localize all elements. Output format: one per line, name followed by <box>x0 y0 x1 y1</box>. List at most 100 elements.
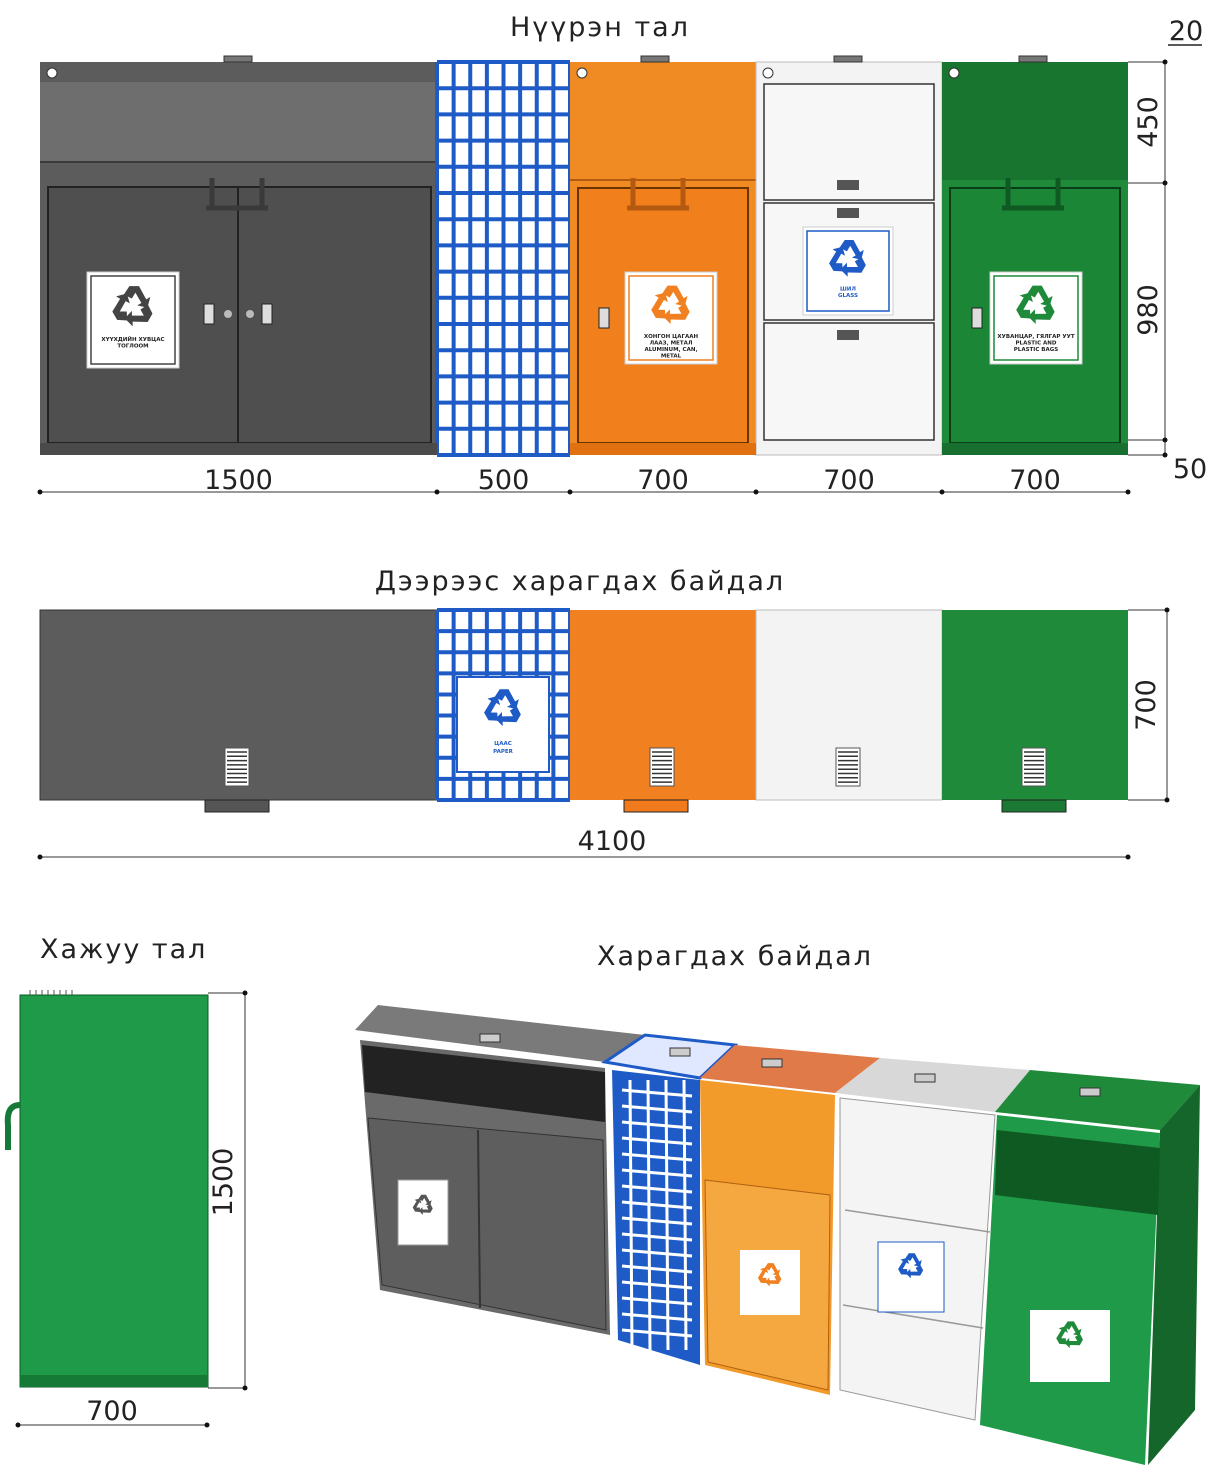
sticker <box>877 1241 945 1313</box>
lock <box>971 307 983 329</box>
label: 700 <box>637 465 689 496</box>
drawer <box>763 322 935 441</box>
grid-bar <box>621 1152 693 1162</box>
lid-handle <box>1001 799 1067 813</box>
base <box>40 443 437 455</box>
recycle-icon <box>898 1253 924 1279</box>
recycle-arrow <box>495 706 521 727</box>
dim-dot <box>1164 607 1170 613</box>
grid-bar <box>621 1168 693 1178</box>
recycle-icon <box>484 689 521 727</box>
label: ХОНГОН ЦАГААН <box>644 334 699 340</box>
recycle-arrow <box>839 239 864 260</box>
dim-dot <box>1162 437 1168 443</box>
label: 700 <box>1009 465 1061 496</box>
hinge <box>479 1033 501 1043</box>
label: 700 <box>823 465 875 496</box>
label: 700 <box>1131 679 1162 731</box>
hole <box>762 67 774 79</box>
recycle-arrow <box>757 1267 769 1284</box>
label: 500 <box>478 465 530 496</box>
door-handle <box>206 178 268 211</box>
vent <box>1021 747 1047 787</box>
dim-dot <box>204 1422 210 1428</box>
recycle-arrow <box>764 1263 781 1276</box>
recycle-arrow <box>112 293 130 321</box>
door-handle <box>627 178 689 211</box>
recycle-icon <box>1016 285 1055 325</box>
label: ЛААЗ, МЕТАЛ <box>650 341 693 347</box>
grid-bar <box>646 1079 652 1351</box>
recycle-arrow <box>840 256 866 277</box>
label: Дээрээс харагдах байдал <box>375 566 785 597</box>
hinge <box>669 1047 691 1057</box>
dim-dot <box>1162 180 1168 186</box>
label: ШИЛ <box>840 286 856 292</box>
dim-dot <box>242 1385 248 1391</box>
recycle-arrow <box>829 246 846 272</box>
label: PAPER <box>493 749 514 755</box>
recycle-icon <box>829 239 866 277</box>
sticker-frame <box>806 230 890 312</box>
dim-dot <box>15 1422 21 1428</box>
label: PLASTIC BAGS <box>1014 347 1058 353</box>
recycle-arrow <box>898 1257 910 1275</box>
grid-bar <box>621 1136 693 1146</box>
recycle-arrow <box>663 303 690 325</box>
hinge <box>761 1058 783 1068</box>
hopper-opening <box>362 1045 605 1122</box>
recycle-icon <box>412 1194 433 1215</box>
lock <box>261 303 273 325</box>
top-face <box>700 1045 880 1093</box>
recycle-arrow <box>662 285 688 307</box>
door-handle <box>1002 178 1064 211</box>
drawer-handle <box>837 330 859 340</box>
top-face <box>835 1058 1030 1112</box>
label: Харагдах байдал <box>597 941 873 972</box>
sticker-frame <box>90 275 176 365</box>
hinge <box>640 55 670 63</box>
label: 4100 <box>578 826 647 857</box>
label: ALUMINUM, CAN, <box>644 347 697 353</box>
recycle-arrow <box>412 1198 422 1212</box>
dim-dot <box>1162 452 1168 458</box>
label: ЦААС <box>494 741 512 747</box>
grid-bar <box>628 1079 634 1351</box>
recycle-arrow <box>651 292 668 319</box>
top-face <box>995 1070 1200 1130</box>
hinge <box>914 1073 936 1083</box>
dim-dot <box>1162 59 1168 65</box>
grid-bar <box>621 1312 693 1322</box>
label: 1500 <box>208 1148 239 1217</box>
grid-bar <box>621 1264 693 1274</box>
recycle-arrow <box>124 304 153 327</box>
recycle-arrow <box>765 1273 782 1287</box>
sticker <box>1030 1310 1110 1382</box>
side-handle <box>4 1102 21 1150</box>
grid-bar <box>621 1248 693 1258</box>
label: 20 <box>1169 16 1203 47</box>
grid-bar <box>621 1184 693 1194</box>
base <box>20 1375 208 1387</box>
drawer-split <box>844 1209 991 1233</box>
dim-dot <box>1125 854 1131 860</box>
recycle-arrow <box>1063 1321 1082 1336</box>
recycle-arrow <box>1028 303 1055 325</box>
grid-bar <box>621 1216 693 1226</box>
door-split <box>477 1129 481 1309</box>
label: 50 <box>1173 454 1207 485</box>
bin-side <box>19 994 209 1388</box>
vent <box>835 747 861 787</box>
dim-dot <box>939 489 945 495</box>
grid-bar <box>664 1079 670 1351</box>
knob <box>224 310 232 318</box>
hinge <box>223 55 253 63</box>
drawer-split <box>842 1304 984 1329</box>
hopper <box>942 62 1128 180</box>
dim-dot <box>1164 797 1170 803</box>
dim-dot <box>37 489 43 495</box>
label: Нүүрэн тал <box>510 12 690 43</box>
hopper <box>40 82 437 162</box>
hinge <box>833 55 863 63</box>
